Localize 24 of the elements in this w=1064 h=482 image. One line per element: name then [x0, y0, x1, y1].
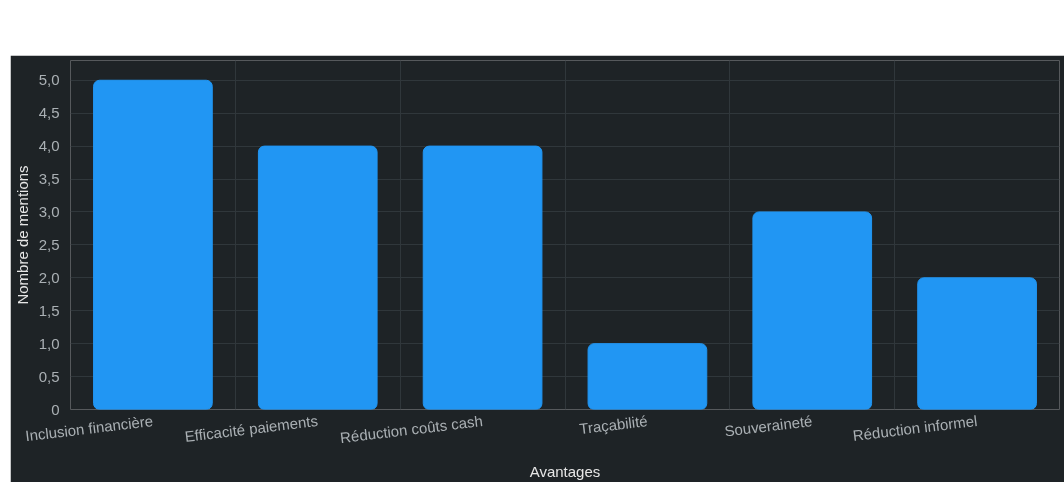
y-tick-label: 4,0 [38, 137, 60, 155]
x-tick-label: Réduction informel [851, 412, 979, 444]
x-tick-label: Efficacité paiements [183, 412, 319, 445]
bar [93, 79, 213, 410]
y-tick-label: 2,5 [38, 235, 60, 253]
y-axis-title: Nombre de mentions [13, 165, 31, 305]
y-tick-label: 2,0 [38, 268, 60, 286]
y-tick-label: 5,0 [38, 71, 60, 89]
y-tick-label: 3,5 [38, 170, 60, 188]
y-tick-label: 0,5 [38, 367, 60, 385]
y-tick-label: 1,5 [38, 301, 60, 319]
bar [587, 343, 708, 410]
bar [257, 145, 378, 410]
x-tick-label: Traçabilité [578, 412, 649, 438]
bar [917, 277, 1037, 410]
bar [422, 145, 543, 410]
y-tick-label: 4,5 [38, 104, 60, 122]
y-tick-label: 3,0 [38, 202, 60, 220]
bar [752, 211, 873, 410]
x-tick-label: Réduction coûts cash [339, 412, 484, 447]
y-tick-label: 0 [51, 400, 60, 418]
y-tick-label: 1,0 [38, 334, 60, 352]
x-tick-label: Souveraineté [723, 412, 814, 440]
x-axis-title: Avantages [529, 462, 601, 480]
